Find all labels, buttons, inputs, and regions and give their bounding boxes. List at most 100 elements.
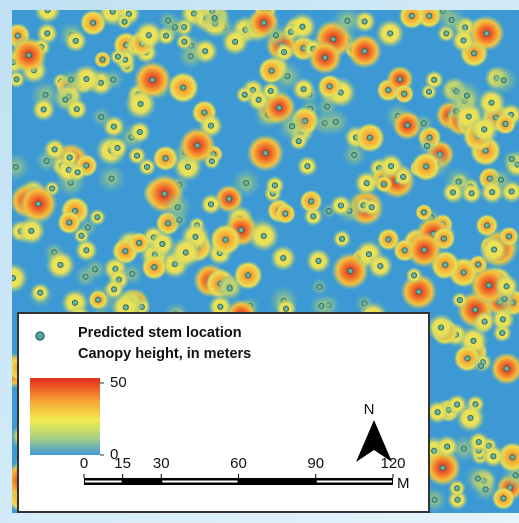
- scale-label: 120: [380, 455, 405, 472]
- stem: [454, 402, 459, 407]
- stem: [195, 143, 200, 148]
- stem: [160, 241, 165, 246]
- scale-label: 15: [114, 455, 131, 472]
- stem: [84, 76, 89, 81]
- stem: [273, 33, 278, 38]
- stem: [478, 363, 483, 368]
- stem: [165, 221, 170, 226]
- stem: [432, 497, 437, 502]
- stem: [484, 31, 489, 36]
- stem: [137, 240, 142, 245]
- stem: [100, 57, 105, 62]
- stem: [67, 155, 72, 160]
- scale-segment: [162, 481, 237, 483]
- stem: [445, 444, 450, 449]
- stem: [272, 183, 277, 188]
- stem: [283, 306, 288, 311]
- stem: [421, 210, 426, 215]
- stem: [163, 156, 168, 161]
- stem: [209, 159, 214, 164]
- stem: [327, 84, 332, 89]
- stem: [421, 121, 426, 126]
- stem: [366, 252, 371, 257]
- stem: [246, 273, 251, 278]
- stem: [99, 114, 104, 119]
- stem: [144, 164, 149, 169]
- stem: [424, 164, 429, 169]
- stem: [441, 236, 446, 241]
- stem: [146, 33, 151, 38]
- stem: [367, 135, 372, 140]
- stem: [92, 267, 97, 272]
- legend-stem-label: Predicted stem location: [78, 325, 242, 341]
- stem: [509, 156, 514, 161]
- stem: [14, 77, 19, 82]
- map-figure: Predicted stem location Canopy height, i…: [0, 0, 519, 523]
- stem: [468, 415, 473, 420]
- stem: [58, 262, 63, 267]
- stem: [43, 92, 48, 97]
- stem: [29, 228, 34, 233]
- stem: [397, 77, 402, 82]
- stem: [281, 256, 286, 261]
- stem: [381, 182, 386, 187]
- stem: [325, 104, 330, 109]
- stem: [111, 124, 116, 129]
- stem: [503, 121, 508, 126]
- stem: [277, 105, 282, 110]
- stem: [489, 100, 494, 105]
- stem: [443, 262, 448, 267]
- stem: [352, 152, 357, 157]
- stem: [500, 317, 505, 322]
- north-label: N: [364, 401, 375, 418]
- stem: [476, 439, 481, 444]
- stem: [388, 163, 393, 168]
- stem: [422, 247, 427, 252]
- stem: [490, 190, 495, 195]
- stem: [175, 205, 180, 210]
- stem: [345, 18, 350, 23]
- stem: [305, 164, 310, 169]
- stem: [261, 233, 266, 238]
- stem: [150, 77, 155, 82]
- stem: [152, 265, 157, 270]
- stem: [73, 38, 78, 43]
- stem: [471, 51, 476, 56]
- stem: [45, 31, 50, 36]
- stem: [435, 410, 440, 415]
- stem: [301, 87, 306, 92]
- stem: [439, 325, 444, 330]
- stem: [333, 119, 338, 124]
- stem: [465, 356, 470, 361]
- stem: [137, 129, 142, 134]
- scale-label: 30: [153, 455, 170, 472]
- stem: [509, 189, 514, 194]
- stem: [364, 181, 369, 186]
- stem: [339, 236, 344, 241]
- stem: [455, 497, 460, 502]
- stem: [454, 486, 459, 491]
- stem: [362, 49, 367, 54]
- stem: [242, 92, 247, 97]
- stem: [506, 234, 511, 239]
- stem: [183, 250, 188, 255]
- stem: [41, 107, 46, 112]
- colorbar-label: 50: [110, 374, 127, 391]
- stem: [138, 101, 143, 106]
- stem: [38, 290, 43, 295]
- stem: [469, 191, 474, 196]
- stem: [426, 89, 431, 94]
- stem: [450, 190, 455, 195]
- stem: [134, 153, 139, 158]
- stem: [223, 237, 228, 242]
- stem: [457, 298, 462, 303]
- stem: [68, 77, 73, 82]
- stem: [115, 54, 120, 59]
- stem: [188, 54, 193, 59]
- stem: [491, 454, 496, 459]
- scale-label: 60: [230, 455, 247, 472]
- stem: [44, 158, 49, 163]
- stem: [486, 283, 491, 288]
- scale-unit: M: [397, 475, 410, 492]
- stem: [67, 220, 72, 225]
